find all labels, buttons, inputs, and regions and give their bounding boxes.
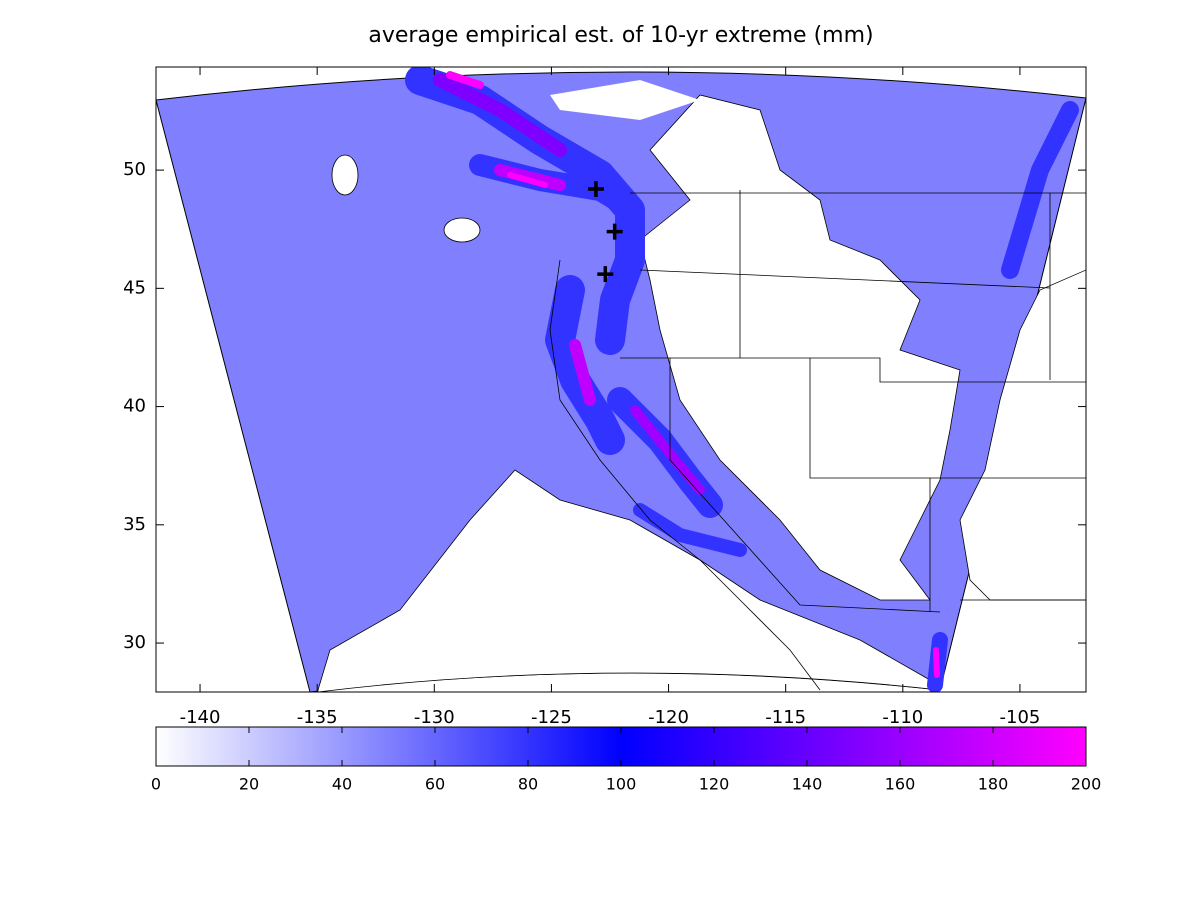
y-tick-label: 50 bbox=[123, 159, 146, 180]
colorbar-tick-label: 200 bbox=[1071, 775, 1102, 794]
colorbar-tick-label: 100 bbox=[606, 775, 637, 794]
high-bands bbox=[405, 67, 1079, 692]
colorbar-tick-label: 60 bbox=[425, 775, 445, 794]
colorbar-tick-label: 160 bbox=[885, 775, 916, 794]
x-tick-label: -115 bbox=[765, 707, 806, 728]
colorbar: 0 20 40 60 80 100 120 140 160 180 200 bbox=[151, 726, 1102, 794]
y-tick-label: 40 bbox=[123, 396, 146, 417]
colorbar-ramp bbox=[155, 726, 1087, 767]
y-tick-label: 30 bbox=[123, 632, 146, 653]
x-tick-label: -105 bbox=[1000, 707, 1041, 728]
y-tick-label: 45 bbox=[123, 277, 146, 298]
chart-title: average empirical est. of 10-yr extreme … bbox=[368, 23, 873, 48]
site-marker bbox=[587, 181, 604, 198]
x-tick-label: -130 bbox=[414, 707, 455, 728]
low-region bbox=[331, 154, 359, 196]
low-region bbox=[317, 469, 942, 692]
y-tick-label: 35 bbox=[123, 514, 146, 535]
site-marker bbox=[597, 266, 614, 283]
colorbar-tick-label: 120 bbox=[699, 775, 730, 794]
map-layer bbox=[156, 67, 1086, 692]
axes-frame bbox=[155, 66, 1087, 693]
colorbar-tick-label: 0 bbox=[151, 775, 161, 794]
x-tick-label: -140 bbox=[180, 707, 221, 728]
x-tick-label: -110 bbox=[882, 707, 923, 728]
colorbar-tick-label: 180 bbox=[978, 775, 1009, 794]
colorbar-tick-label: 80 bbox=[518, 775, 538, 794]
x-tick-label: -120 bbox=[648, 707, 689, 728]
colorbar-tick-label: 40 bbox=[332, 775, 352, 794]
low-region bbox=[550, 80, 700, 120]
x-tick-label: -135 bbox=[297, 707, 338, 728]
low-region bbox=[959, 269, 1086, 601]
low-region bbox=[443, 217, 481, 243]
low-region bbox=[639, 94, 961, 601]
colorbar-tick-label: 140 bbox=[792, 775, 823, 794]
borders bbox=[549, 190, 1086, 691]
colorbar-tick-label: 20 bbox=[239, 775, 259, 794]
site-marker bbox=[606, 223, 623, 240]
x-tick-label: -125 bbox=[531, 707, 572, 728]
